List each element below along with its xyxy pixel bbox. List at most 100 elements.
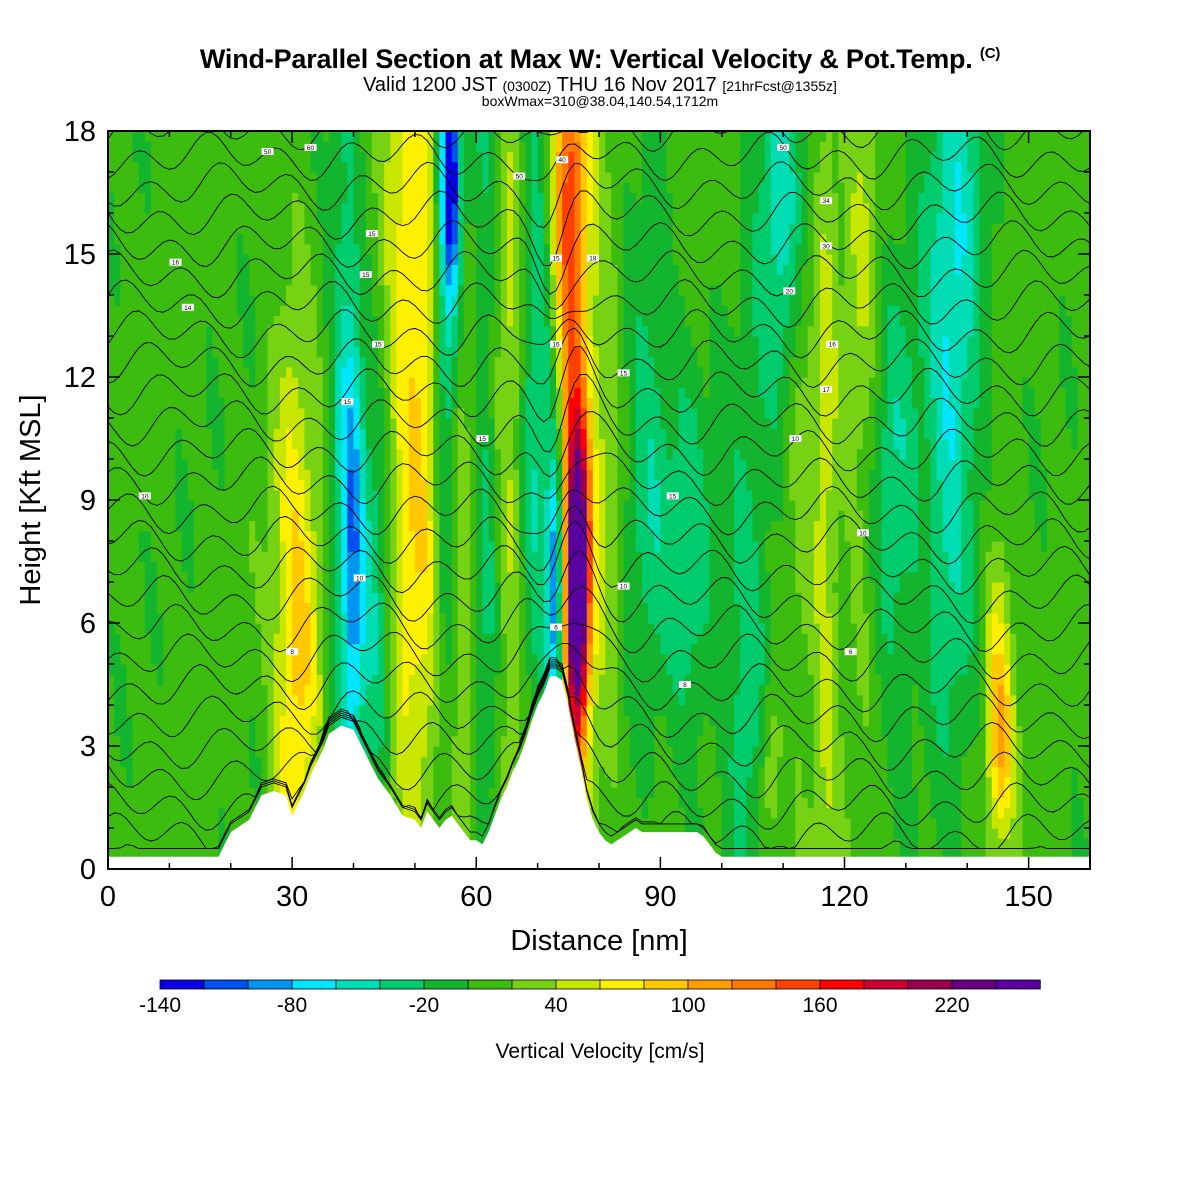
velocity-cell xyxy=(451,643,459,655)
velocity-cell xyxy=(304,295,312,306)
velocity-cell xyxy=(421,469,428,481)
velocity-cell xyxy=(298,787,305,798)
velocity-cell xyxy=(132,684,140,696)
velocity-cell xyxy=(322,346,330,358)
velocity-cell xyxy=(224,274,232,286)
velocity-cell xyxy=(279,356,287,368)
velocity-cell xyxy=(230,582,238,593)
velocity-cell xyxy=(175,151,183,163)
velocity-cell xyxy=(470,295,477,306)
velocity-cell xyxy=(120,787,128,798)
velocity-cell xyxy=(120,448,128,460)
velocity-cell xyxy=(445,715,453,727)
velocity-cell xyxy=(187,602,195,614)
velocity-cell xyxy=(414,500,422,511)
velocity-cell xyxy=(402,192,410,204)
velocity-cell xyxy=(230,817,238,829)
velocity-cell xyxy=(120,592,128,604)
velocity-cell xyxy=(292,571,299,583)
velocity-cell xyxy=(138,541,146,552)
velocity-cell xyxy=(218,674,226,686)
velocity-cell xyxy=(181,705,189,716)
velocity-cell xyxy=(390,407,398,419)
velocity-cell xyxy=(120,828,128,839)
velocity-cell xyxy=(120,623,128,634)
velocity-cell xyxy=(470,131,477,142)
velocity-cell xyxy=(384,510,391,522)
velocity-cell xyxy=(144,561,152,573)
velocity-cell xyxy=(427,530,434,542)
velocity-cell xyxy=(169,602,177,614)
velocity-cell xyxy=(463,213,471,224)
velocity-cell xyxy=(525,479,533,491)
velocity-cell xyxy=(488,305,496,317)
velocity-cell xyxy=(120,233,128,245)
velocity-cell xyxy=(513,151,520,163)
velocity-cell xyxy=(200,715,207,727)
velocity-cell xyxy=(322,500,330,511)
velocity-cell xyxy=(273,387,281,399)
velocity-cell xyxy=(279,469,287,481)
velocity-cell xyxy=(150,428,158,440)
velocity-cell xyxy=(402,315,410,327)
velocity-cell xyxy=(427,418,434,429)
velocity-cell xyxy=(470,407,477,419)
velocity-cell xyxy=(341,366,348,378)
velocity-cell xyxy=(506,520,514,532)
velocity-cell xyxy=(132,377,140,388)
velocity-cell xyxy=(187,623,195,634)
velocity-cell xyxy=(500,182,508,194)
velocity-cell xyxy=(506,705,514,716)
velocity-cell xyxy=(451,653,459,665)
velocity-cell xyxy=(421,397,428,409)
velocity-cell xyxy=(150,756,158,768)
velocity-cell xyxy=(249,459,256,470)
velocity-cell xyxy=(463,735,471,747)
velocity-cell xyxy=(267,469,275,481)
velocity-cell xyxy=(273,633,281,645)
velocity-cell xyxy=(218,623,226,634)
velocity-cell xyxy=(335,623,342,634)
velocity-cell xyxy=(427,623,434,634)
velocity-cell xyxy=(108,315,115,327)
velocity-cell xyxy=(218,305,226,317)
velocity-cell xyxy=(255,305,263,317)
velocity-cell xyxy=(273,243,281,255)
velocity-cell xyxy=(181,735,189,747)
velocity-cell xyxy=(169,459,177,470)
velocity-cell xyxy=(126,633,134,645)
velocity-cell xyxy=(138,602,146,614)
velocity-cell xyxy=(236,407,244,419)
velocity-cell xyxy=(169,530,177,542)
velocity-cell xyxy=(218,254,226,265)
velocity-cell xyxy=(193,418,201,429)
velocity-cell xyxy=(193,797,201,809)
velocity-cell xyxy=(200,397,207,409)
velocity-cell xyxy=(255,295,263,306)
velocity-cell xyxy=(476,807,483,819)
velocity-cell xyxy=(463,254,471,265)
velocity-cell xyxy=(267,192,275,204)
velocity-cell xyxy=(525,530,533,542)
velocity-cell xyxy=(120,172,128,183)
velocity-cell xyxy=(120,459,128,470)
velocity-cell xyxy=(298,694,305,706)
velocity-cell xyxy=(513,520,520,532)
velocity-cell xyxy=(230,694,238,706)
velocity-cell xyxy=(218,664,226,675)
velocity-cell xyxy=(224,694,232,706)
velocity-cell xyxy=(451,582,459,593)
velocity-cell xyxy=(494,254,502,265)
velocity-cell xyxy=(506,151,514,163)
velocity-cell xyxy=(310,448,318,460)
velocity-cell xyxy=(163,684,170,696)
velocity-cell xyxy=(163,356,170,368)
velocity-cell xyxy=(273,397,281,409)
velocity-cell xyxy=(193,705,201,716)
velocity-cell xyxy=(169,243,177,255)
velocity-cell xyxy=(433,182,441,194)
velocity-cell xyxy=(150,592,158,604)
velocity-cell xyxy=(421,746,428,757)
velocity-cell xyxy=(138,254,146,265)
velocity-cell xyxy=(396,664,404,675)
